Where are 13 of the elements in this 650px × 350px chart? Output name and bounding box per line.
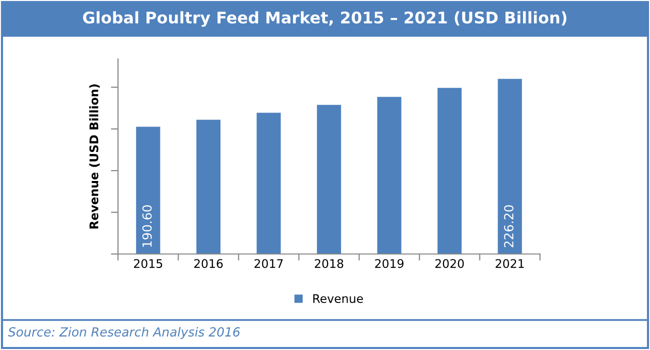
data-label: 190.60 bbox=[142, 205, 152, 247]
x-tick-label: 2020 bbox=[435, 259, 464, 268]
x-tick-label: 2015 bbox=[134, 259, 162, 268]
x-tick-label: 2016 bbox=[194, 259, 223, 268]
source-note: Source: Zion Research Analysis 2016 bbox=[8, 326, 240, 340]
legend-label: Revenue bbox=[313, 294, 363, 304]
x-tick-label: 2021 bbox=[496, 259, 524, 268]
chart-title: Global Poultry Feed Market, 2015 – 2021 (USD Billion) bbox=[83, 11, 566, 27]
data-label: 226.20 bbox=[504, 205, 514, 248]
x-tick-label: 2017 bbox=[254, 259, 283, 268]
x-tick-label: 2019 bbox=[375, 259, 404, 268]
y-axis-title: Revenue (USD Billion) bbox=[89, 84, 100, 229]
x-tick-label: 2018 bbox=[314, 259, 344, 268]
